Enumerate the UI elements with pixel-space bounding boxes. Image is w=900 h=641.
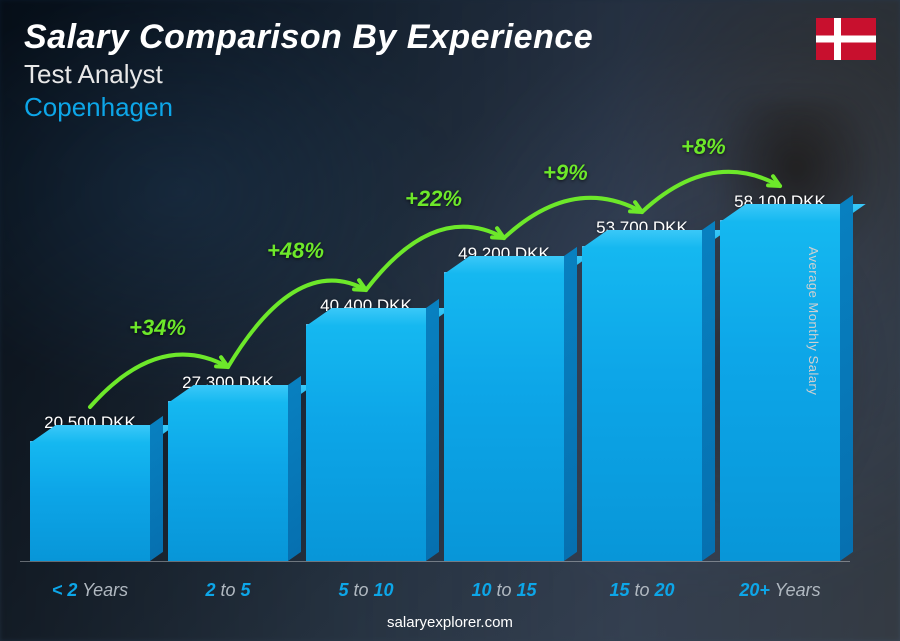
bar — [30, 441, 150, 561]
x-label: < 2 Years — [30, 580, 150, 601]
bar — [582, 246, 702, 561]
chart-baseline — [20, 561, 850, 562]
bar-group: 49,200 DKK — [444, 244, 564, 561]
bar — [720, 220, 840, 561]
header: Salary Comparison By Experience Test Ana… — [24, 18, 876, 123]
bar-group: 53,700 DKK — [582, 218, 702, 561]
x-label: 10 to 15 — [444, 580, 564, 601]
page-subtitle: Test Analyst — [24, 59, 876, 90]
bar — [306, 324, 426, 561]
x-label: 5 to 10 — [306, 580, 426, 601]
bar-group: 20,500 DKK — [30, 413, 150, 561]
bar-chart: 20,500 DKK27,300 DKK40,400 DKK49,200 DKK… — [30, 160, 840, 561]
x-label: 15 to 20 — [582, 580, 702, 601]
y-axis-label: Average Monthly Salary — [806, 246, 821, 395]
bar-group: 58,100 DKK — [720, 192, 840, 561]
footer-attribution: salaryexplorer.com — [0, 614, 900, 631]
bar-group: 27,300 DKK — [168, 373, 288, 561]
denmark-flag-icon — [816, 18, 876, 60]
x-axis-labels: < 2 Years 2 to 5 5 to 10 10 to 15 15 to 20 20… — [30, 580, 840, 601]
bar — [444, 272, 564, 561]
bar-group: 40,400 DKK — [306, 296, 426, 561]
x-label: 2 to 5 — [168, 580, 288, 601]
bar — [168, 401, 288, 561]
page-title: Salary Comparison By Experience — [24, 18, 876, 57]
x-label: 20+ Years — [720, 580, 840, 601]
page-location: Copenhagen — [24, 92, 876, 123]
